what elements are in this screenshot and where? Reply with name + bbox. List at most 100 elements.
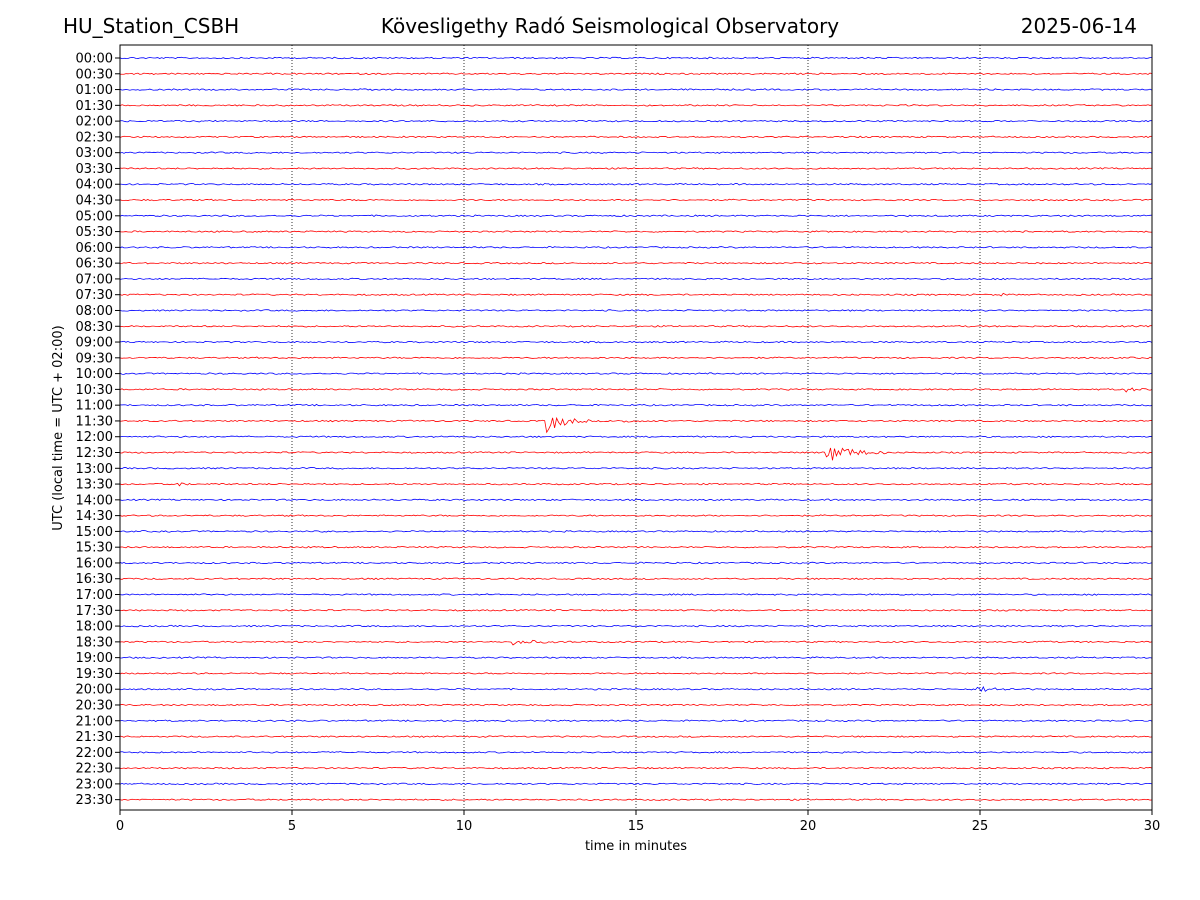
x-tick-label-10: 10 [456,819,473,834]
row-label-1930: 19:30 [76,667,113,682]
trace-0930 [119,356,1153,359]
trace-0400 [119,183,1153,186]
trace-0530 [119,230,1153,233]
trace-1100 [119,403,1153,407]
trace-2130 [119,735,1153,738]
row-label-0000: 00:00 [76,52,113,67]
row-label-1000: 10:00 [76,367,113,382]
trace-1000 [119,372,1153,375]
trace-0330 [119,167,1153,170]
vertical-gridlines [291,45,981,810]
row-label-0500: 05:00 [76,209,113,224]
trace-1700 [119,593,1153,596]
trace-1430 [119,514,1153,517]
row-label-0230: 02:30 [76,130,113,145]
trace-1630 [119,577,1153,581]
x-tick-label-15: 15 [628,819,645,834]
seismogram-traces [119,56,1153,801]
x-tick-label-0: 0 [116,819,124,834]
trace-0300 [119,151,1153,154]
trace-1600 [119,561,1153,565]
row-label-0300: 03:00 [76,146,113,161]
row-label-2230: 22:30 [76,762,113,777]
row-label-1600: 16:00 [76,556,113,571]
trace-1730 [119,609,1153,612]
trace-2230 [119,766,1153,770]
trace-0000 [119,56,1153,60]
trace-1200 [119,435,1153,438]
row-label-1900: 19:00 [76,651,113,666]
row-label-1400: 14:00 [76,493,113,508]
trace-2030 [119,703,1153,707]
trace-2000 [119,686,1153,692]
trace-1030 [119,387,1153,393]
row-label-0400: 04:00 [76,178,113,193]
row-label-1800: 18:00 [76,620,113,635]
row-label-0600: 06:00 [76,241,113,256]
x-tick-label-25: 25 [972,819,989,834]
row-label-1130: 11:30 [76,414,113,429]
trace-0130 [119,104,1153,107]
row-label-0430: 04:30 [76,194,113,209]
row-label-0900: 09:00 [76,336,113,351]
row-label-1730: 17:30 [76,604,113,619]
station-name: HU_Station_CSBH [63,14,240,38]
trace-0100 [119,88,1153,91]
trace-0630 [119,261,1153,265]
row-label-2030: 20:30 [76,698,113,713]
trace-0230 [119,135,1153,139]
row-label-2200: 22:00 [76,746,113,761]
trace-1230 [119,447,1153,461]
trace-0730 [119,292,1153,297]
row-label-1830: 18:30 [76,635,113,650]
minute-tick-labels: 0 5 10 15 20 25 30 [116,810,1160,834]
row-label-2100: 21:00 [76,714,113,729]
trace-0500 [119,214,1153,218]
x-tick-label-30: 30 [1144,819,1161,834]
trace-1300 [119,467,1153,470]
row-label-1200: 12:00 [76,430,113,445]
x-tick-label-5: 5 [288,819,296,834]
row-label-0100: 01:00 [76,83,113,98]
row-label-1300: 13:00 [76,462,113,477]
trace-2200 [119,751,1153,754]
trace-1500 [119,530,1153,533]
observatory-title: Kövesligethy Radó Seismological Observat… [380,14,840,38]
trace-2330 [119,798,1153,801]
trace-2300 [119,782,1153,786]
row-label-1430: 14:30 [76,509,113,524]
row-label-2300: 23:00 [76,777,113,792]
trace-1530 [119,545,1153,549]
trace-0200 [119,119,1153,123]
trace-0900 [119,340,1153,344]
row-label-0330: 03:30 [76,162,113,177]
row-label-2130: 21:30 [76,730,113,745]
row-label-1100: 11:00 [76,399,113,414]
trace-0800 [119,309,1153,312]
row-label-2330: 23:30 [76,793,113,808]
trace-0830 [119,325,1153,328]
row-label-0030: 00:30 [76,67,113,82]
x-axis-label: time in minutes [585,839,687,854]
row-label-1030: 10:30 [76,383,113,398]
trace-0600 [119,246,1153,249]
trace-0700 [119,277,1153,281]
row-label-0630: 06:30 [76,257,113,272]
trace-1400 [119,498,1153,502]
row-label-0730: 07:30 [76,288,113,303]
trace-0430 [119,198,1153,202]
row-label-1500: 15:00 [76,525,113,540]
row-label-0200: 02:00 [76,115,113,130]
row-label-0700: 07:00 [76,272,113,287]
row-label-2000: 20:00 [76,683,113,698]
trace-1330 [119,482,1153,487]
y-axis-label: UTC (local time = UTC + 02:00) [51,325,66,530]
row-label-1530: 15:30 [76,541,113,556]
row-label-0800: 08:00 [76,304,113,319]
trace-1930 [119,672,1153,675]
trace-1130 [119,416,1153,434]
trace-1900 [119,656,1153,659]
trace-0030 [119,72,1153,75]
row-label-0830: 08:30 [76,320,113,335]
